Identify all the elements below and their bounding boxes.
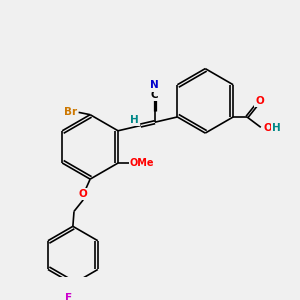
Text: N: N bbox=[150, 80, 159, 90]
Text: O: O bbox=[255, 96, 264, 106]
Text: O: O bbox=[79, 189, 88, 199]
Text: OMe: OMe bbox=[130, 158, 154, 168]
Text: C: C bbox=[151, 90, 159, 100]
Text: O: O bbox=[263, 124, 272, 134]
Text: H: H bbox=[272, 124, 281, 134]
Text: Br: Br bbox=[64, 107, 77, 117]
Text: F: F bbox=[65, 293, 72, 300]
Text: H: H bbox=[130, 115, 139, 125]
